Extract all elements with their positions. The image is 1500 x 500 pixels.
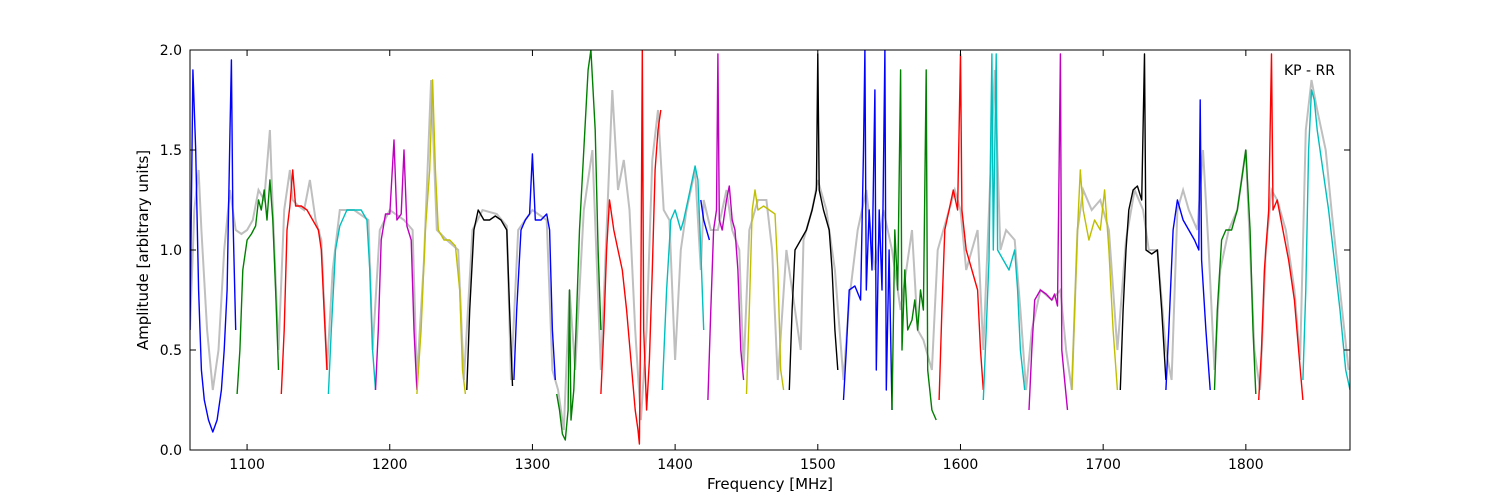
y-axis-label: Amplitude [arbitrary units] bbox=[134, 150, 152, 350]
series-line-13 bbox=[707, 53, 745, 401]
y-tick-label: 1.5 bbox=[160, 143, 182, 159]
y-tick-label: 2.0 bbox=[160, 43, 182, 59]
series-line-17 bbox=[891, 69, 937, 421]
x-axis-label: Frequency [MHz] bbox=[707, 475, 833, 493]
series-line-23 bbox=[1165, 99, 1211, 391]
x-tick-label: 1800 bbox=[1228, 457, 1264, 473]
series-line-10 bbox=[600, 50, 662, 445]
series-line-7 bbox=[466, 209, 514, 391]
y-tick-label: 1.0 bbox=[160, 243, 182, 259]
series-line-24 bbox=[1213, 149, 1257, 395]
series-line-16 bbox=[842, 50, 893, 411]
series-line-11 bbox=[661, 165, 705, 391]
series-line-19 bbox=[982, 53, 1026, 401]
x-tick-label: 1200 bbox=[372, 457, 408, 473]
series-line-12 bbox=[700, 199, 711, 241]
x-tick-label: 1600 bbox=[943, 457, 979, 473]
series-line-5 bbox=[374, 139, 418, 391]
x-tick-label: 1100 bbox=[229, 457, 265, 473]
x-tick-label: 1300 bbox=[515, 457, 551, 473]
y-tick-label: 0.5 bbox=[160, 343, 182, 359]
x-axis-ticks: 1100 1200 1300 1400 1500 1600 1700 1800 bbox=[229, 50, 1264, 473]
plot-annotation: KP - RR bbox=[1284, 63, 1335, 79]
series-line-21 bbox=[1071, 169, 1119, 391]
series-line-9 bbox=[556, 50, 602, 441]
y-axis-ticks: 0.0 0.5 1.0 1.5 2.0 bbox=[160, 43, 1350, 459]
series-line-1 bbox=[190, 59, 237, 433]
series-line-26 bbox=[1302, 89, 1350, 391]
y-tick-label: 0.0 bbox=[160, 443, 182, 459]
series-line-14 bbox=[745, 189, 785, 395]
series-layer bbox=[190, 50, 1350, 445]
series-line-6 bbox=[416, 79, 467, 395]
background-trace-layer bbox=[190, 69, 1350, 431]
series-line-25 bbox=[1258, 53, 1304, 401]
series-line-20 bbox=[1028, 53, 1069, 411]
series-line-15 bbox=[788, 53, 839, 391]
x-tick-label: 1700 bbox=[1085, 457, 1121, 473]
series-line-8 bbox=[513, 153, 556, 381]
x-tick-label: 1400 bbox=[657, 457, 693, 473]
background-trace bbox=[190, 69, 1350, 431]
x-tick-label: 1500 bbox=[800, 457, 836, 473]
series-line-2 bbox=[236, 179, 280, 395]
series-line-22 bbox=[1119, 53, 1167, 391]
series-line-4 bbox=[327, 209, 377, 395]
series-line-3 bbox=[280, 169, 328, 395]
